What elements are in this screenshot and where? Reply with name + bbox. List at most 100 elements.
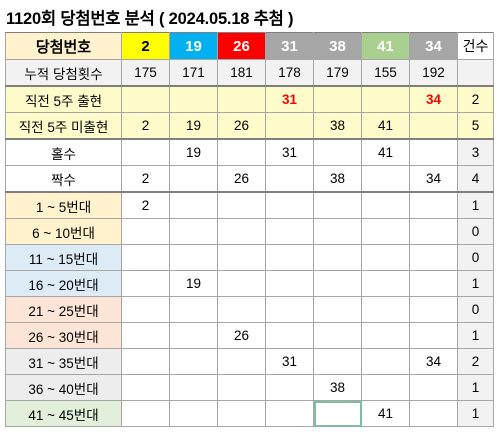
row-label: 16 ~ 20번대 — [5, 270, 122, 297]
cell — [265, 400, 314, 427]
selected-cell[interactable] — [313, 400, 362, 427]
cell — [121, 85, 170, 113]
count-cell: 2 — [457, 348, 494, 375]
cell — [361, 218, 410, 245]
cell — [265, 244, 314, 271]
count-cell: 0 — [457, 296, 494, 323]
cell — [361, 85, 410, 113]
cell — [361, 374, 410, 401]
cell — [169, 85, 218, 113]
number-ball: 38 — [313, 32, 362, 60]
cell — [169, 296, 218, 323]
row-label: 36 ~ 40번대 — [5, 374, 122, 401]
row-label: 누적 당첨횟수 — [5, 59, 122, 87]
row-label: 당첨번호 — [5, 32, 122, 60]
cell — [361, 244, 410, 271]
cell — [169, 244, 218, 271]
cell — [409, 244, 458, 271]
cell — [217, 244, 266, 271]
cell — [361, 191, 410, 219]
count-header: 건수 — [457, 32, 494, 60]
cell — [121, 348, 170, 375]
cell — [169, 322, 218, 349]
cell — [265, 374, 314, 401]
row-label: 31 ~ 35번대 — [5, 348, 122, 375]
bonus-number: 34 — [409, 32, 458, 60]
analysis-table: 당첨번호 2 19 26 31 38 41 34 건수 누적 당첨횟수 175 … — [5, 32, 494, 427]
cell — [313, 191, 362, 219]
cell — [409, 112, 458, 140]
cell: 41 — [361, 400, 410, 427]
cell — [409, 374, 458, 401]
cell: 26 — [217, 112, 266, 140]
row-label: 1 ~ 5번대 — [5, 191, 122, 219]
cell — [217, 138, 266, 166]
cell — [409, 191, 458, 219]
cell — [265, 218, 314, 245]
count-cell: 2 — [457, 85, 494, 113]
cell — [217, 270, 266, 297]
cell — [313, 296, 362, 323]
cell — [409, 400, 458, 427]
cell — [313, 218, 362, 245]
cell — [217, 400, 266, 427]
number-ball: 41 — [361, 32, 410, 60]
cell — [169, 165, 218, 193]
range-row: 41 ~ 45번대 41 1 — [5, 400, 494, 427]
cell: 34 — [409, 165, 458, 193]
cell: 38 — [313, 374, 362, 401]
cell — [169, 218, 218, 245]
range-row: 16 ~ 20번대 19 1 — [5, 270, 494, 297]
cell — [361, 165, 410, 193]
range-row: 1 ~ 5번대 2 1 — [5, 191, 494, 219]
even-row: 짝수 2 26 38 34 4 — [5, 165, 494, 193]
cell — [169, 191, 218, 219]
cell — [361, 270, 410, 297]
cell — [409, 296, 458, 323]
range-row: 6 ~ 10번대 0 — [5, 218, 494, 245]
range-row: 26 ~ 30번대 26 1 — [5, 322, 494, 349]
number-ball: 31 — [265, 32, 314, 60]
count-cell: 1 — [457, 374, 494, 401]
count-cell: 1 — [457, 270, 494, 297]
prev5-appear-row: 직전 5주 출현 31 34 2 — [5, 85, 494, 113]
cell: 26 — [217, 322, 266, 349]
cell — [409, 322, 458, 349]
cell — [121, 322, 170, 349]
cell: 41 — [361, 138, 410, 166]
range-row: 21 ~ 25번대 0 — [5, 296, 494, 323]
cell: 19 — [169, 112, 218, 140]
range-row: 11 ~ 15번대 0 — [5, 244, 494, 271]
cell — [313, 85, 362, 113]
cell — [265, 322, 314, 349]
cell — [217, 296, 266, 323]
cell: 31 — [265, 85, 314, 113]
cell — [217, 348, 266, 375]
cell — [217, 218, 266, 245]
number-ball: 19 — [169, 32, 218, 60]
cell: 38 — [313, 165, 362, 193]
row-label: 6 ~ 10번대 — [5, 218, 122, 245]
cell — [169, 348, 218, 375]
cell — [169, 374, 218, 401]
cell: 34 — [409, 348, 458, 375]
cell: 155 — [361, 59, 410, 87]
cell: 31 — [265, 138, 314, 166]
odd-row: 홀수 19 31 41 3 — [5, 138, 494, 166]
cell — [313, 138, 362, 166]
cell — [169, 400, 218, 427]
row-label: 직전 5주 출현 — [5, 85, 122, 113]
cell — [217, 85, 266, 113]
row-label: 직전 5주 미출현 — [5, 112, 122, 140]
count-cell: 1 — [457, 400, 494, 427]
cell: 31 — [265, 348, 314, 375]
count-cell: 1 — [457, 322, 494, 349]
cell — [121, 400, 170, 427]
cell — [313, 244, 362, 271]
count-cell: 0 — [457, 244, 494, 271]
cell — [121, 244, 170, 271]
cell: 2 — [121, 165, 170, 193]
row-label: 짝수 — [5, 165, 122, 193]
number-ball: 2 — [121, 32, 170, 60]
cell: 2 — [121, 112, 170, 140]
